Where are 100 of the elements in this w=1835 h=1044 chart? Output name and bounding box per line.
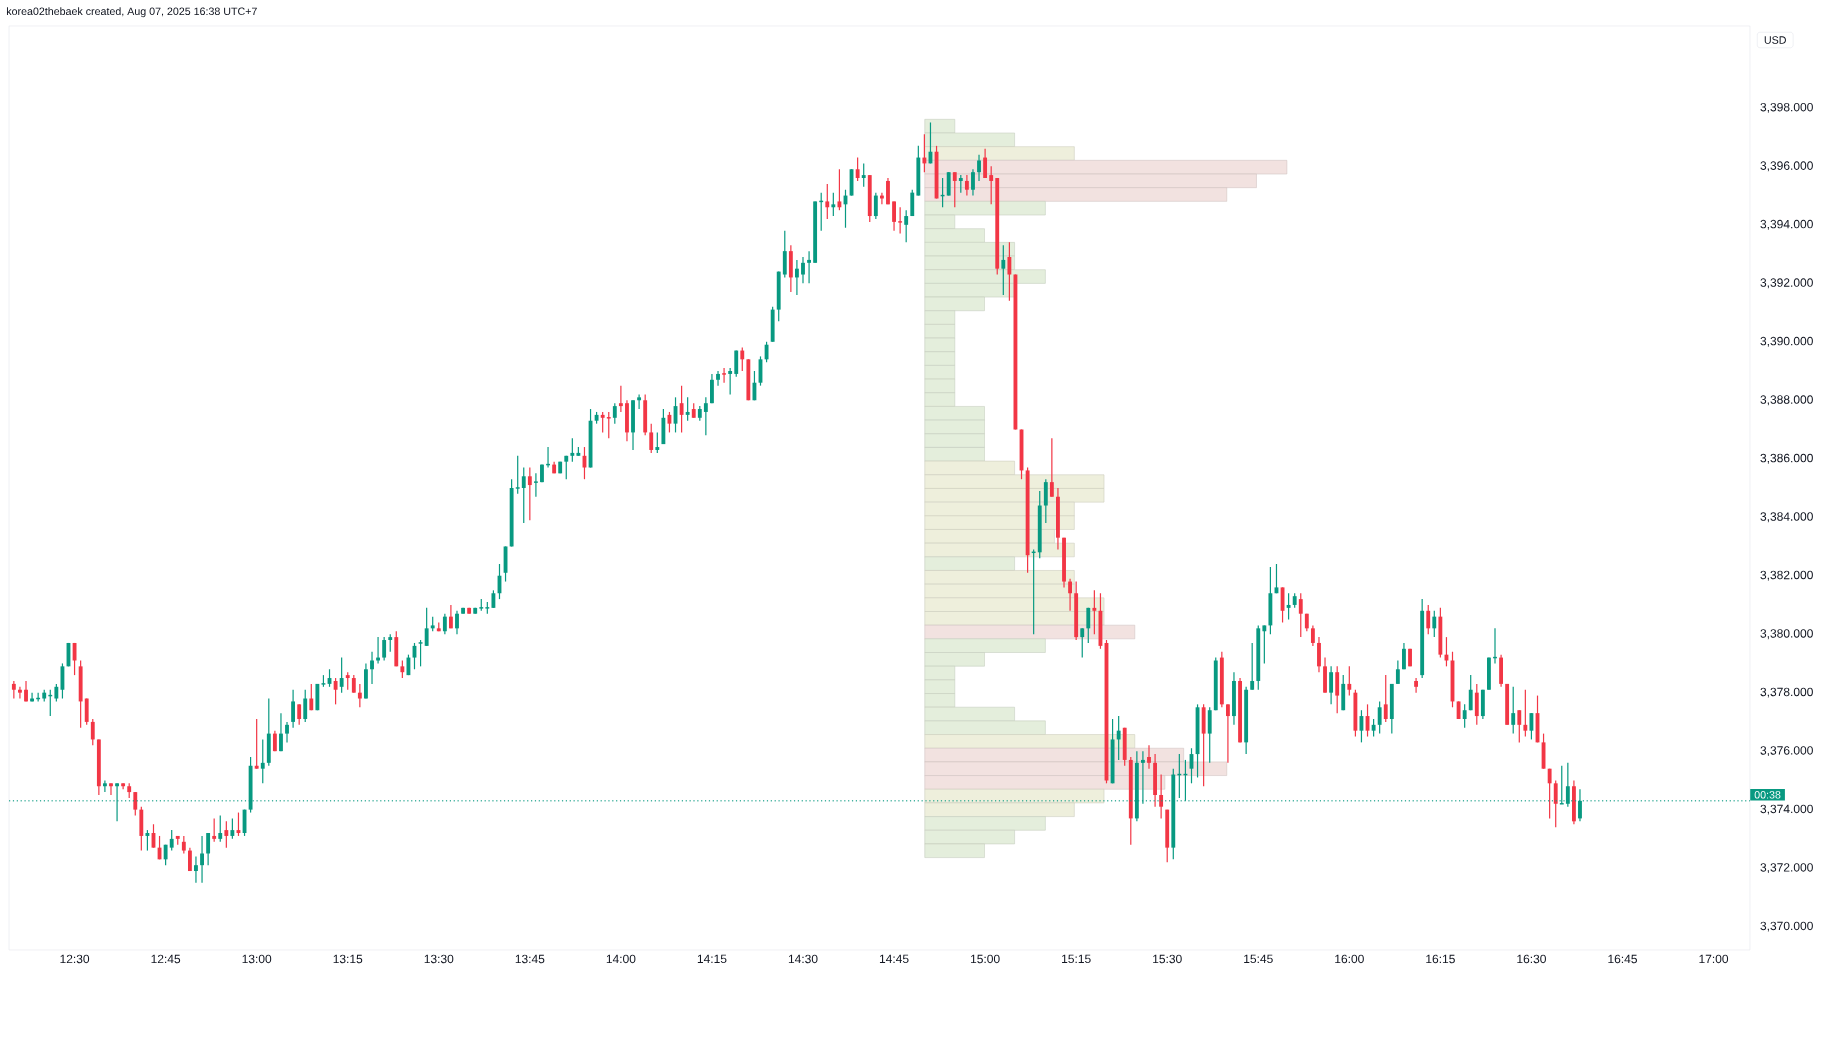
candlestick xyxy=(533,472,539,498)
candlestick xyxy=(194,855,198,884)
candlestick xyxy=(952,171,957,208)
candlestick xyxy=(801,256,805,284)
y-tick-label: 3,392.000 xyxy=(1760,278,1813,289)
y-tick-label: 3,380.000 xyxy=(1760,629,1813,640)
candlestick xyxy=(964,174,969,197)
y-tick-label: 3,376.000 xyxy=(1760,746,1813,757)
candlestick xyxy=(285,721,289,743)
candlestick xyxy=(1298,592,1303,638)
candlestick xyxy=(1402,642,1406,670)
candlestick xyxy=(740,347,745,372)
x-tick-label: 15:45 xyxy=(1244,954,1273,964)
candlestick xyxy=(728,367,733,396)
candlestick xyxy=(1049,437,1054,498)
candlestick xyxy=(764,341,769,363)
candlestick xyxy=(1007,241,1012,302)
candlestick xyxy=(837,168,842,211)
candlestick xyxy=(1474,683,1479,726)
candlestick xyxy=(794,259,799,296)
x-tick-label: 16:45 xyxy=(1608,954,1637,964)
candlestick xyxy=(1377,700,1382,735)
x-tick-label: 15:00 xyxy=(971,954,1000,964)
candlestick xyxy=(873,192,878,220)
candlestick xyxy=(1468,674,1473,711)
candlestick xyxy=(254,718,259,770)
candlestick xyxy=(612,402,617,425)
candlestick xyxy=(1147,744,1151,770)
x-tick-label: 12:30 xyxy=(60,954,90,964)
candlestick xyxy=(1250,642,1255,691)
candlestick xyxy=(1092,589,1097,635)
candlestick xyxy=(679,385,684,434)
candlestick xyxy=(716,370,720,387)
candlestick xyxy=(200,835,204,884)
candlestick xyxy=(279,712,283,752)
candlestick xyxy=(570,437,575,463)
candlestick xyxy=(1547,768,1552,819)
text: 00:38 xyxy=(1754,791,1781,799)
candlestick xyxy=(521,466,526,524)
x-tick-label: 13:15 xyxy=(333,954,363,964)
candlestick xyxy=(1262,624,1267,665)
candlestick xyxy=(1086,607,1091,644)
x-tick-label: 14:00 xyxy=(606,954,636,964)
candlestick xyxy=(84,697,89,726)
candlestick xyxy=(825,183,830,220)
candlestick xyxy=(1068,578,1073,612)
candlestick xyxy=(879,192,884,205)
candlestick xyxy=(886,177,890,205)
candlestick xyxy=(442,613,447,635)
candlestick xyxy=(1335,665,1340,714)
candlestick xyxy=(1286,592,1291,621)
candlestick xyxy=(910,189,915,217)
candlestick xyxy=(618,385,623,413)
candlestick xyxy=(297,703,302,726)
candlestick xyxy=(357,683,362,708)
x-tick-label: 13:30 xyxy=(424,954,454,964)
text: korea02thebaek created, Aug 07, 2025 16:38 UTC+7 xyxy=(6,7,257,18)
candlestick xyxy=(527,466,532,521)
candlestick xyxy=(710,373,714,404)
candlestick xyxy=(1207,706,1212,764)
candlestick xyxy=(1001,244,1006,296)
candlestick xyxy=(1529,712,1534,741)
y-tick-label: 3,382.000 xyxy=(1760,570,1813,581)
candlestick xyxy=(1116,715,1121,761)
candlestick xyxy=(685,396,690,422)
y-tick-label: 3,390.000 xyxy=(1760,336,1813,347)
candlestick xyxy=(145,829,150,852)
y-tick-label: 3,396.000 xyxy=(1760,161,1813,172)
candlestick xyxy=(455,610,459,635)
candlestick xyxy=(703,396,708,436)
y-tick-label: 3,370.000 xyxy=(1760,921,1813,932)
candlestick xyxy=(721,367,727,384)
candlestick xyxy=(370,651,374,685)
candlestick xyxy=(1383,674,1388,723)
candlestick xyxy=(807,250,812,284)
candlestick xyxy=(1432,610,1437,638)
candlestick xyxy=(1043,478,1048,524)
x-tick-label: 15:15 xyxy=(1062,954,1091,964)
candlestick xyxy=(339,656,344,694)
candlestick xyxy=(637,393,642,410)
candlestick xyxy=(1426,604,1431,635)
x-tick-label: 14:45 xyxy=(879,954,909,964)
candlestick xyxy=(102,779,107,793)
candlestick xyxy=(861,162,866,188)
candlestick xyxy=(649,423,654,454)
candlestick xyxy=(655,431,660,454)
y-tick-label: 3,394.000 xyxy=(1760,219,1813,230)
candlestick xyxy=(855,156,860,182)
candlestick xyxy=(1462,703,1467,729)
candlestick xyxy=(18,686,22,700)
x-tick-label: 17:00 xyxy=(1699,954,1729,964)
candlestick xyxy=(169,829,174,852)
x-tick-label: 14:30 xyxy=(788,954,818,964)
candlestick xyxy=(983,148,988,179)
x-tick-label: 15:30 xyxy=(1153,954,1182,964)
candlestick xyxy=(1329,665,1334,705)
candlestick xyxy=(1553,779,1558,828)
candlestick xyxy=(897,206,903,235)
candlestick xyxy=(133,791,138,817)
y-tick-label: 3,378.000 xyxy=(1760,687,1813,698)
